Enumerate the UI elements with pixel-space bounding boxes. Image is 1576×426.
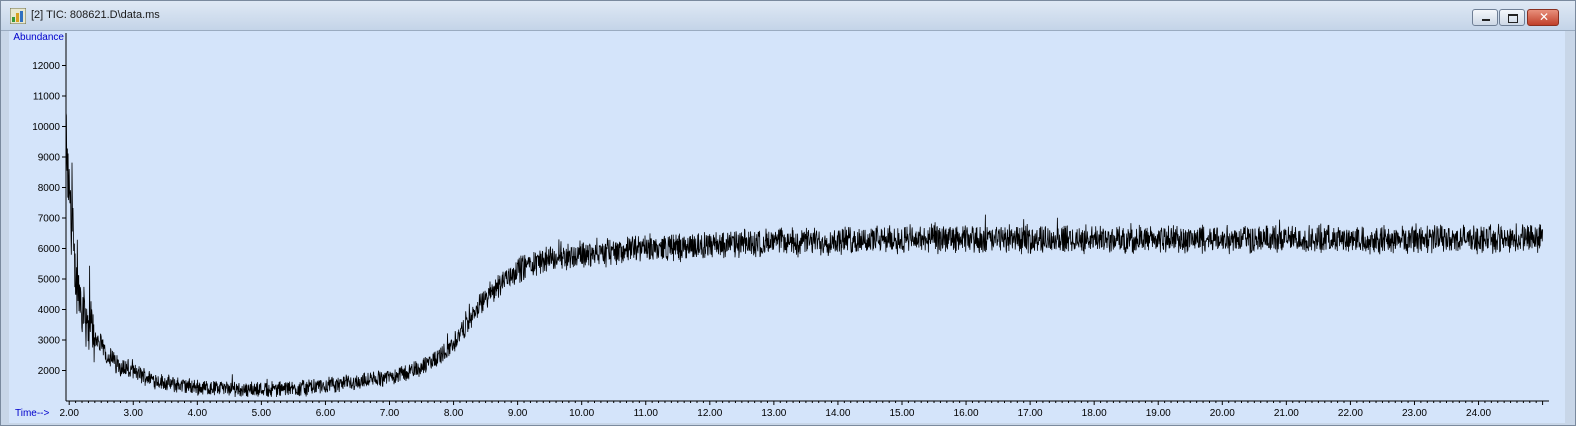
- tic-chart: 2000 3000 4000 5000 6000 7000 8000 9000 10000 110…: [13, 32, 1549, 419]
- close-icon: ✕: [1539, 10, 1550, 24]
- x-tick-label: 18.00: [1082, 408, 1107, 419]
- x-tick-label: 22.00: [1338, 408, 1363, 419]
- x-tick-label: 8.00: [444, 408, 464, 419]
- y-tick-label: 9000: [38, 153, 61, 164]
- x-axis-label: Time-->: [15, 408, 50, 419]
- x-tick-label: 13.00: [761, 408, 786, 419]
- x-tick-label: 6.00: [316, 408, 336, 419]
- close-button[interactable]: ✕: [1527, 9, 1559, 26]
- x-tick-label: 19.00: [1146, 408, 1171, 419]
- y-tick-label: 10000: [32, 122, 60, 133]
- minimize-button[interactable]: [1472, 9, 1498, 26]
- y-tick-label: 8000: [38, 183, 61, 194]
- y-axis-label: Abundance: [13, 32, 64, 43]
- chart-app-icon: [10, 8, 26, 24]
- minimize-icon: [1482, 19, 1490, 21]
- x-tick-label: 21.00: [1274, 408, 1299, 419]
- x-tick-label: 4.00: [188, 408, 208, 419]
- x-tick-label: 24.00: [1466, 408, 1491, 419]
- x-tick-label: 14.00: [825, 408, 850, 419]
- x-tick-label: 17.00: [1018, 408, 1043, 419]
- x-tick-label: 3.00: [124, 408, 144, 419]
- restore-icon: [1508, 14, 1518, 23]
- y-tick-label: 4000: [38, 305, 61, 316]
- y-tick-label: 6000: [38, 244, 61, 255]
- x-tick-label: 12.00: [697, 408, 722, 419]
- y-tick-label: 3000: [38, 336, 61, 347]
- x-tick-label: 2.00: [59, 408, 79, 419]
- y-tick-label: 12000: [32, 61, 60, 72]
- restore-button[interactable]: [1499, 9, 1525, 26]
- x-tick-label: 9.00: [508, 408, 528, 419]
- y-tick-label: 11000: [33, 92, 61, 103]
- y-tick-label: 7000: [38, 214, 61, 225]
- window-title: [2] TIC: 808621.D\data.ms: [31, 9, 160, 21]
- x-tick-label: 15.00: [889, 408, 914, 419]
- x-tick-label: 5.00: [252, 408, 272, 419]
- y-tick-label: 5000: [38, 275, 61, 286]
- x-tick-label: 20.00: [1210, 408, 1235, 419]
- x-tick-label: 16.00: [954, 408, 979, 419]
- title-bar[interactable]: [2] TIC: 808621.D\data.ms ✕: [1, 1, 1575, 31]
- plot-area[interactable]: 2000 3000 4000 5000 6000 7000 8000 9000 10000 110…: [9, 31, 1565, 423]
- x-tick-label: 11.00: [634, 408, 659, 419]
- x-tick-label: 7.00: [380, 408, 400, 419]
- x-tick-label: 10.00: [569, 408, 594, 419]
- tic-trace: [65, 112, 1543, 398]
- y-tick-label: 2000: [38, 366, 61, 377]
- x-tick-label: 23.00: [1402, 408, 1427, 419]
